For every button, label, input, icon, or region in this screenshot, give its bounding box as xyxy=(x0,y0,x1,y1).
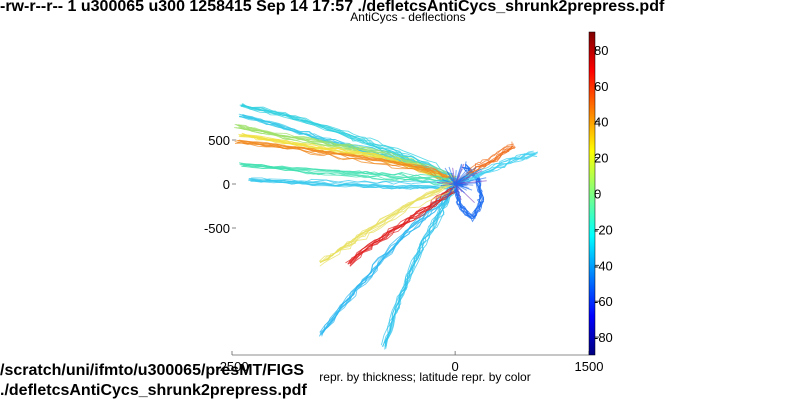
deflection-track xyxy=(448,183,456,189)
deflection-track xyxy=(446,183,456,198)
x-axis-label: repr. by thickness; latitude repr. by co… xyxy=(319,370,530,384)
deflection-track xyxy=(385,188,458,349)
path-footer: /scratch/uni/ifmto/u300065/presMT/FIGS xyxy=(0,362,305,379)
deflection-track xyxy=(455,180,487,185)
deflection-track xyxy=(452,150,534,182)
deflection-track xyxy=(239,116,457,180)
colorbar-tick-label: 80 xyxy=(594,43,608,58)
y-tick-label: -500 xyxy=(204,221,230,236)
deflection-track xyxy=(239,163,455,184)
colorbar-tick-label: -60 xyxy=(594,294,613,309)
colorbar-tick-label: 40 xyxy=(594,115,608,130)
x-tick-label: 1500 xyxy=(575,359,604,374)
y-tick-label: 0 xyxy=(223,177,230,192)
deflection-track xyxy=(454,183,465,194)
deflection-track xyxy=(238,139,456,183)
deflection-track xyxy=(322,180,456,262)
deflection-track xyxy=(457,143,515,184)
deflection-track xyxy=(454,170,457,185)
x-tick-label: 0 xyxy=(452,359,459,374)
deflection-track xyxy=(251,179,458,190)
deflection-track xyxy=(454,163,462,185)
deflection-track xyxy=(455,152,538,183)
deflection-track xyxy=(240,164,456,181)
file-listing-header: -rw-r--r-- 1 u300065 u300 1258415 Sep 14… xyxy=(0,0,665,15)
deflection-track xyxy=(240,105,454,178)
deflection-track xyxy=(384,187,456,348)
colorbar-tick-label: 0 xyxy=(594,187,601,202)
file-footer: ./defletcsAntiCycs_shrunk2prepress.pdf xyxy=(0,382,307,399)
deflection-track xyxy=(436,181,456,185)
colorbar-tick-label: -20 xyxy=(594,222,613,237)
deflection-track xyxy=(349,186,458,265)
x-tick-label: -2500 xyxy=(215,359,248,374)
deflection-track xyxy=(235,127,455,178)
deflection-track xyxy=(238,115,454,185)
colorbar-tick-label: 60 xyxy=(594,79,608,94)
colorbar-tick-label: -80 xyxy=(594,330,613,345)
deflection-track xyxy=(323,185,454,332)
deflection-track xyxy=(453,152,538,185)
deflection-track xyxy=(348,189,456,265)
deflection-track xyxy=(321,189,458,336)
deflection-track xyxy=(441,179,456,185)
colorbar-tick-label: -40 xyxy=(594,258,613,273)
deflection-track xyxy=(319,189,455,267)
deflection-track xyxy=(448,166,456,185)
deflection-tracks xyxy=(234,103,539,350)
deflection-track xyxy=(454,183,462,186)
deflection-track xyxy=(241,164,457,184)
chart-title: AntiCycs - deflections xyxy=(350,10,465,24)
deflection-track xyxy=(237,140,456,180)
deflection-track xyxy=(321,190,455,337)
deflection-track xyxy=(318,190,457,337)
deflection-track xyxy=(241,104,454,175)
colorbar-tick-label: 20 xyxy=(594,151,608,166)
deflection-track xyxy=(319,189,456,335)
deflection-track xyxy=(454,183,458,190)
axes: -2500 0 1500 500 0 -500 xyxy=(204,133,603,374)
deflection-track xyxy=(454,171,469,185)
colorbar: 80 60 40 20 0 -20 -40 -60 -80 xyxy=(588,31,613,356)
y-tick-label: 500 xyxy=(208,133,230,148)
deflection-track xyxy=(448,176,456,185)
